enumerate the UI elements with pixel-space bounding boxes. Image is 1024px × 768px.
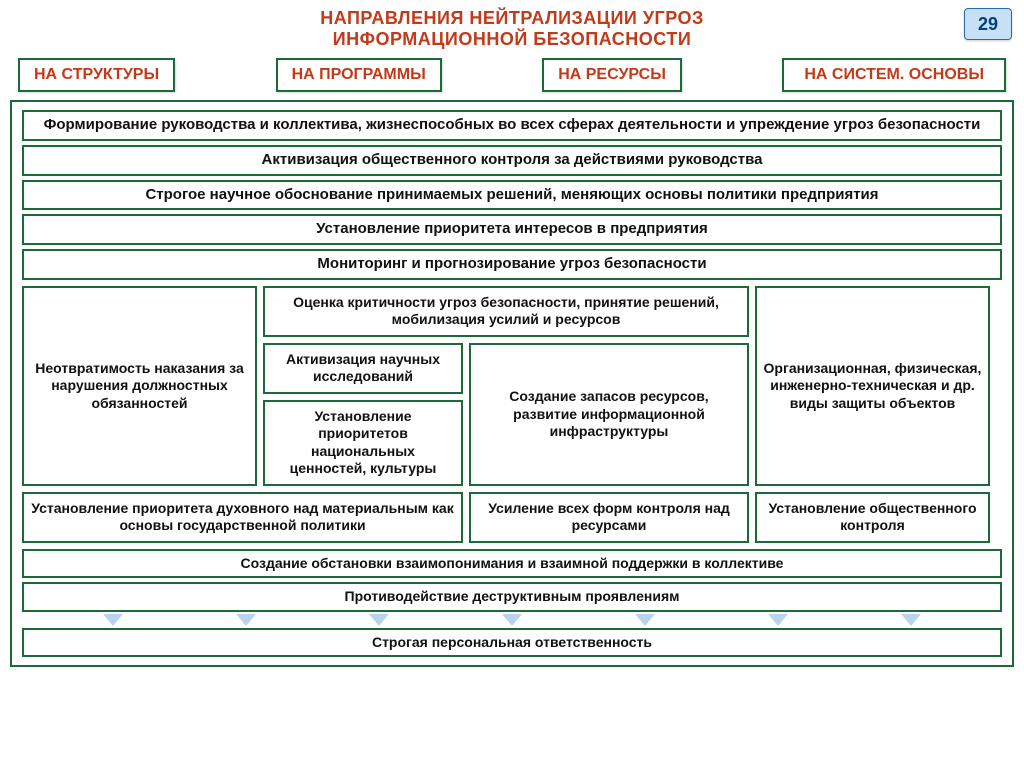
cell-protection-types: Организационная, физическая, инженерно-т… [755,286,990,486]
cell-spiritual: Установление приоритета духовного над ма… [22,492,463,543]
cell-research: Активизация научных исследований [263,343,463,394]
bar-6: Создание обстановки взаимопонимания и вз… [22,549,1002,579]
category-programs: НА ПРОГРАММЫ [276,58,442,92]
arrow-down-icon [236,614,256,626]
arrow-down-icon [103,614,123,626]
arrow-down-icon [768,614,788,626]
bar-7: Противодействие деструктивным проявления… [22,582,1002,612]
title-line-2: ИНФОРМАЦИОННОЙ БЕЗОПАСНОСТИ [0,29,1024,50]
arrow-down-icon [502,614,522,626]
title-line-1: НАПРАВЛЕНИЯ НЕЙТРАЛИЗАЦИИ УГРОЗ [0,8,1024,29]
bar-2: Активизация общественного контроля за де… [22,145,1002,176]
bar-5: Мониторинг и прогнозирование угроз безоп… [22,249,1002,280]
bar-3: Строгое научное обоснование принимаемых … [22,180,1002,211]
arrow-row [16,614,1008,626]
col-1: Неотвратимость наказания за нарушения до… [22,286,257,486]
diagram-frame: Формирование руководства и коллектива, ж… [10,100,1014,667]
cell-resource-control: Усиление всех форм контроля над ресурсам… [469,492,749,543]
cell-assessment: Оценка критичности угроз безопасности, п… [263,286,749,337]
arrow-down-icon [901,614,921,626]
main-title: НАПРАВЛЕНИЯ НЕЙТРАЛИЗАЦИИ УГРОЗ ИНФОРМАЦ… [0,0,1024,50]
arrow-down-icon [369,614,389,626]
category-system-basics: НА СИСТЕМ. ОСНОВЫ [782,58,1006,92]
mid-grid: Неотвратимость наказания за нарушения до… [16,284,1008,545]
bar-4: Установление приоритета интересов в пред… [22,214,1002,245]
category-resources: НА РЕСУРСЫ [542,58,682,92]
page-number-badge: 29 [964,8,1012,40]
category-row: НА СТРУКТУРЫ НА ПРОГРАММЫ НА РЕСУРСЫ НА … [0,50,1024,100]
cell-priorities: Установление приоритетов национальных це… [263,400,463,486]
cell-punishment: Неотвратимость наказания за нарушения до… [22,286,257,486]
bar-1: Формирование руководства и коллектива, ж… [22,110,1002,141]
arrow-down-icon [635,614,655,626]
category-structures: НА СТРУКТУРЫ [18,58,175,92]
cell-resource-stock: Создание запасов ресурсов, развитие инфо… [469,343,749,486]
bar-8: Строгая персональная ответственность [22,628,1002,658]
cell-public-control: Установление общественного контроля [755,492,990,543]
